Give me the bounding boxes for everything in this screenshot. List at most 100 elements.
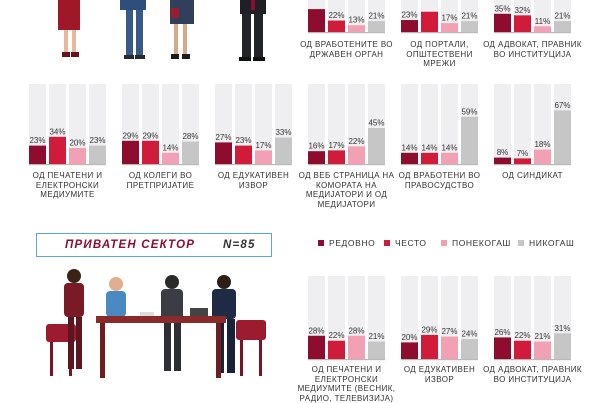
- bar-track-regularly: [29, 84, 46, 164]
- bar-never: [89, 145, 106, 164]
- bar-value-label-never: 21%: [461, 12, 477, 21]
- bar-value-label-regularly: 35%: [494, 4, 510, 13]
- bar-value-label-often: 29%: [421, 325, 437, 334]
- bar-track-never: [368, 276, 385, 359]
- bar-value-label-sometimes: 20%: [69, 139, 85, 148]
- bar-value-label-regularly: 27%: [215, 133, 231, 142]
- legend-swatch-never: [518, 240, 524, 246]
- chart-baseline: [122, 164, 199, 166]
- bar-never: [368, 21, 385, 32]
- bar-never: [461, 339, 478, 359]
- bar-track-regularly: [308, 84, 325, 164]
- chart-svg: 22% 13% 21%: [308, 0, 385, 34]
- bar-often: [49, 136, 66, 164]
- bar-never: [368, 341, 385, 359]
- bar-value-label-sometimes: 11%: [535, 17, 550, 26]
- bar-value-label-sometimes: 21%: [534, 332, 550, 341]
- woman-red-dress-figure: [58, 0, 80, 57]
- bar-regularly: [494, 13, 511, 32]
- bar-track-often: [421, 84, 438, 164]
- chart-title: ОД КОЛЕГИ ВО ПРЕТПРИЈАТИЕ: [126, 171, 195, 190]
- chart-title: ОД ВРАБОТЕНИ ВО ПРАВОСУДСТВО: [398, 171, 481, 190]
- bar-value-label-never: 24%: [461, 330, 477, 339]
- bar-track-sometimes: [69, 84, 86, 164]
- bar-value-label-regularly: 29%: [122, 131, 138, 140]
- bar-value-label-sometimes: 27%: [441, 327, 457, 336]
- legend-item-never: НИКОГАШ: [518, 238, 574, 248]
- bar-value-label-often: 14%: [421, 143, 437, 152]
- bar-track-regularly: [401, 276, 418, 359]
- bar-never: [554, 333, 571, 359]
- woman-dark-suit-figure: [170, 0, 194, 59]
- chart-svg: 29% 29% 14% 28%: [122, 84, 199, 166]
- standing-people-illustration: [58, 0, 266, 61]
- bar-track-never: [89, 84, 106, 164]
- bar-often: [142, 140, 159, 164]
- bar-track-regularly: [494, 84, 511, 164]
- meeting-table: [96, 308, 226, 378]
- bar-regularly: [308, 9, 325, 32]
- bar-regularly: [122, 140, 139, 164]
- bar-never: [275, 137, 292, 164]
- bar-value-label-never: 67%: [554, 101, 570, 110]
- chart-baseline: [401, 164, 478, 166]
- bar-track-sometimes: [255, 84, 272, 164]
- legend-item-sometimes: ПОНЕКОГАШ: [441, 238, 511, 248]
- bar-often: [421, 334, 438, 359]
- bar-value-label-regularly: 23%: [29, 136, 45, 145]
- bar-never: [461, 21, 478, 32]
- bar-sometimes: [441, 152, 458, 164]
- chart-baseline: [494, 32, 571, 34]
- bar-track-often: [235, 84, 252, 164]
- bar-sometimes: [162, 152, 179, 164]
- chart-title: ОД ЕДУКАТИВЕН ИЗВОР: [217, 171, 290, 190]
- chart-baseline: [494, 164, 571, 166]
- chart-svg: 28% 22% 28% 21%: [308, 276, 385, 361]
- bar-regularly: [494, 157, 511, 164]
- chart-title: ОД АДВОКАТ, ПРАВНИК ВО ИНСТИТУЦИЈА: [483, 40, 582, 59]
- chart-svg: 8% 7% 18% 67%: [494, 84, 571, 166]
- bar-sometimes: [534, 26, 551, 32]
- bar-sometimes: [255, 150, 272, 164]
- bar-value-label-never: 21%: [368, 332, 384, 341]
- man-black-suit-figure: [239, 0, 266, 61]
- bar-value-label-regularly: 20%: [401, 333, 417, 342]
- chart-baseline: [308, 359, 385, 361]
- chart-title: ОД ВЕБ СТРАНИЦА НА КОМОРАТА НА МЕДИЈАТОР…: [298, 171, 395, 209]
- bar-regularly: [401, 20, 418, 32]
- bar-often: [514, 340, 531, 359]
- bar-value-label-regularly: 28%: [308, 326, 324, 335]
- bar-track-sometimes: [534, 84, 551, 164]
- meeting-table-illustration: [46, 269, 266, 378]
- bar-value-label-sometimes: 14%: [162, 143, 178, 152]
- legend-swatch-regularly: [318, 240, 324, 246]
- man-grey-suit-figure: [161, 275, 183, 371]
- bar-never: [182, 141, 199, 164]
- bar-value-label-sometimes: 17%: [255, 141, 271, 150]
- bar-track-never: [461, 276, 478, 359]
- man-blue-suit-figure: [120, 0, 146, 59]
- bar-value-label-sometimes: 17%: [441, 14, 457, 23]
- bar-regularly: [401, 342, 418, 359]
- bar-value-label-sometimes: 13%: [348, 16, 364, 25]
- bar-sometimes: [534, 341, 551, 359]
- bar-often: [328, 150, 345, 164]
- bar-regularly: [308, 151, 325, 164]
- chart-title: ОД СИНДИКАТ: [502, 171, 563, 180]
- bar-regularly: [215, 142, 232, 164]
- bar-value-label-regularly: 23%: [401, 11, 417, 20]
- legend-label-regularly: РЕДОВНО: [329, 238, 376, 248]
- bar-sometimes: [441, 23, 458, 32]
- bar-often: [421, 152, 438, 164]
- section-banner: ПРИВАТЕН СЕКТОР N=85: [36, 233, 272, 257]
- bar-track-sometimes: [441, 84, 458, 164]
- bar-value-label-sometimes: 18%: [534, 140, 550, 149]
- bar-value-label-regularly: 26%: [494, 328, 510, 337]
- bar-track-often: [328, 276, 345, 359]
- man-navy-suit-figure: [212, 275, 236, 373]
- bar-never: [554, 110, 571, 164]
- chart-baseline: [308, 32, 385, 34]
- bar-value-label-regularly: 16%: [308, 142, 324, 151]
- bar-regularly: [494, 337, 511, 359]
- bar-never: [554, 21, 571, 32]
